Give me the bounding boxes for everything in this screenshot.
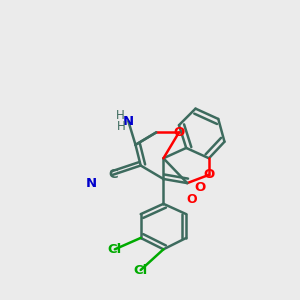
Text: O: O	[173, 126, 184, 139]
Text: N: N	[123, 115, 134, 128]
Text: H: H	[116, 110, 124, 122]
Text: H: H	[117, 120, 125, 133]
Text: O: O	[203, 168, 214, 181]
Text: Cl: Cl	[134, 263, 148, 277]
Text: N: N	[85, 177, 97, 190]
Text: O: O	[194, 181, 205, 194]
Text: C: C	[108, 168, 118, 181]
Text: O: O	[186, 193, 197, 206]
Text: Cl: Cl	[108, 243, 122, 256]
